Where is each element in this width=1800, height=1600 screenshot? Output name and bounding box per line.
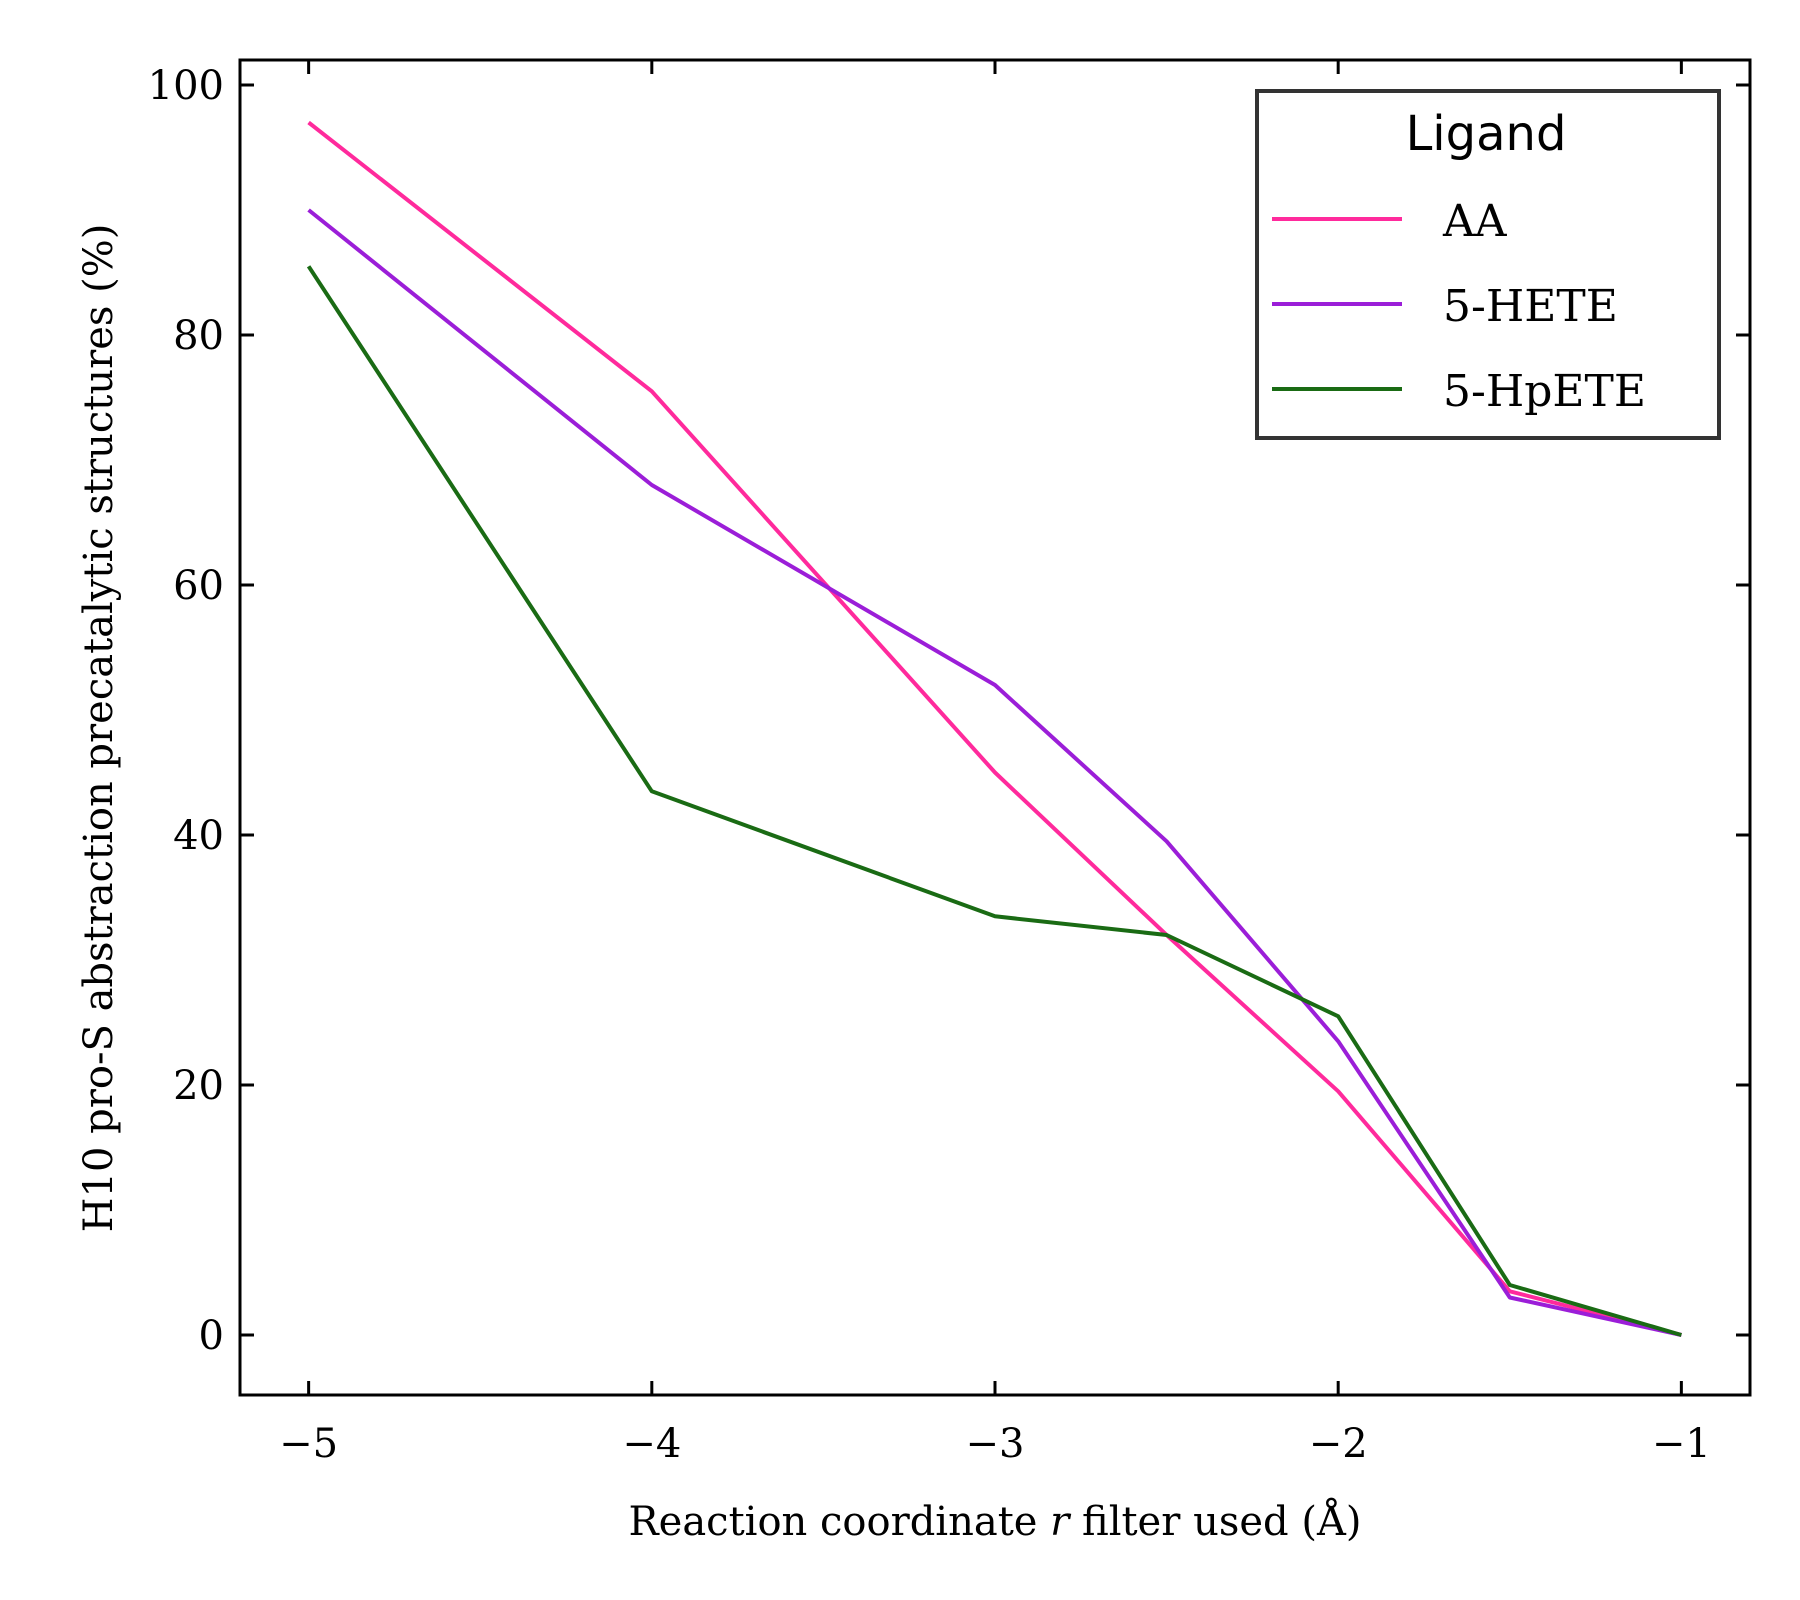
y-tick-label: 80 — [173, 313, 224, 359]
y-tick-label: 0 — [199, 1313, 224, 1359]
legend-label-5-hete: 5-HETE — [1443, 281, 1618, 332]
y-tick-label: 100 — [148, 63, 224, 109]
x-tick-label: −4 — [622, 1421, 681, 1467]
series-line-5-hpete — [306, 265, 1682, 1337]
y-axis-label: H10 pro-S abstraction precatalytic struc… — [76, 224, 122, 1233]
x-axis-label-part-1: Reaction coordinate — [629, 1499, 1051, 1545]
legend-label-5-hpete: 5-HpETE — [1443, 366, 1646, 417]
y-tick-label: 20 — [173, 1063, 224, 1109]
x-tick-label: −5 — [279, 1421, 338, 1467]
legend: Ligand AA 5-HETE 5-HpETE — [1255, 89, 1721, 440]
x-tick-label: −3 — [966, 1421, 1025, 1467]
legend-label-aa: AA — [1442, 196, 1508, 247]
x-tick-label: −2 — [1309, 1421, 1368, 1467]
x-axis-label-variable: r — [1050, 1499, 1072, 1545]
legend-title: Ligand — [1406, 106, 1567, 162]
plot-area — [306, 120, 1682, 1337]
x-tick-label: −1 — [1652, 1421, 1711, 1467]
axis-ticks: −5 −4 −3 −2 −1 0 20 40 60 80 100 — [148, 60, 1750, 1467]
legend-box — [1255, 89, 1721, 440]
y-tick-label: 60 — [173, 563, 224, 609]
x-axis-label-part-2: filter used (Å) — [1069, 1498, 1361, 1545]
x-axis-label: Reaction coordinate r filter used (Å) — [629, 1498, 1362, 1545]
series-line-5-hete — [307, 208, 1682, 1337]
y-tick-label: 40 — [173, 813, 224, 859]
